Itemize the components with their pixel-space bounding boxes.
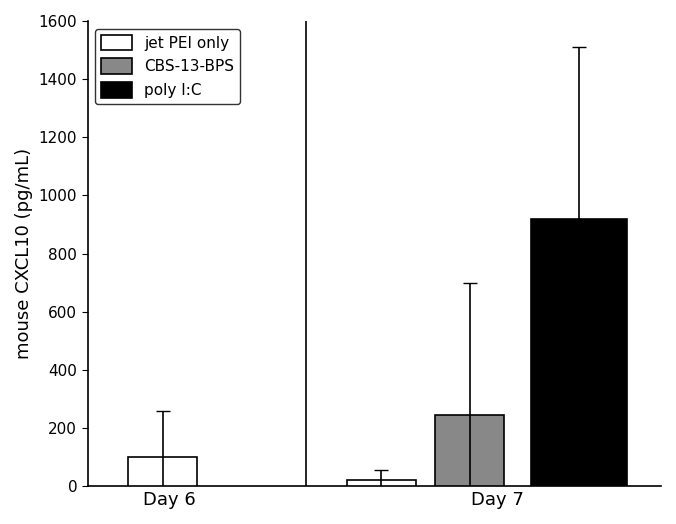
Legend: jet PEI only, CBS-13-BPS, poly I:C: jet PEI only, CBS-13-BPS, poly I:C [95,29,240,104]
Bar [128,457,197,486]
Bar [347,481,416,486]
Bar [531,219,627,486]
Y-axis label: mouse CXCL10 (pg/mL): mouse CXCL10 (pg/mL) [15,148,33,359]
Bar [435,415,504,486]
